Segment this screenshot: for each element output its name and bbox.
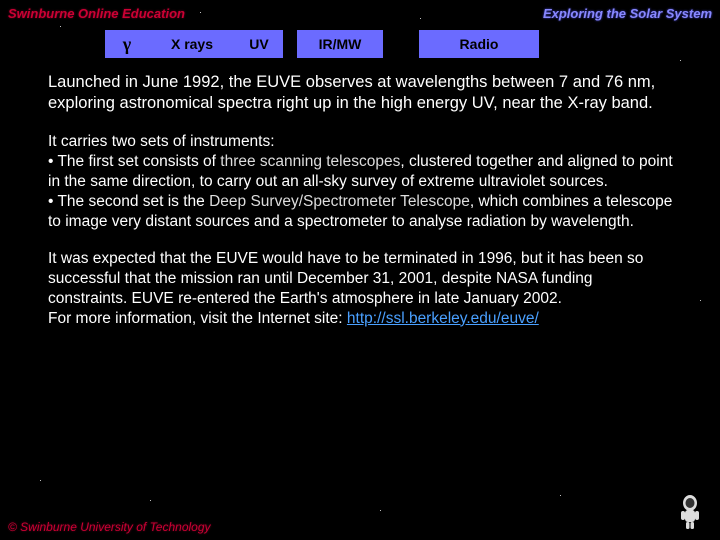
spectrum-radio: Radio <box>419 30 539 58</box>
euve-link[interactable]: http://ssl.berkeley.edu/euve/ <box>347 310 539 327</box>
slide-content: Launched in June 1992, the EUVE observes… <box>48 72 676 329</box>
header-course-title: Exploring the Solar System <box>543 6 712 21</box>
paragraph-intro: Launched in June 1992, the EUVE observes… <box>48 72 676 114</box>
spectrum-uv: UV <box>235 30 283 58</box>
spectrum-gap <box>383 30 419 58</box>
more-info-lead: For more information, visit the Internet… <box>48 310 347 327</box>
paragraph-mission-end: It was expected that the EUVE would have… <box>48 249 676 328</box>
mission-end-text: It was expected that the EUVE would have… <box>48 250 643 307</box>
em-spectrum-bar: γ X rays UV IR/MW Radio <box>105 30 539 58</box>
instruments-lead: It carries two sets of instruments: <box>48 133 275 150</box>
spectrum-irmw: IR/MW <box>297 30 383 58</box>
paragraph-instruments: It carries two sets of instruments: • Th… <box>48 132 676 231</box>
bullet-2a: • The second set is the <box>48 193 209 210</box>
spectrum-gamma: γ <box>105 30 149 58</box>
term-deep-survey: Deep Survey/Spectrometer Telescope <box>209 193 470 210</box>
spectrum-xray: X rays <box>149 30 235 58</box>
astronaut-icon <box>676 494 704 530</box>
bullet-1a: • The first set consists of <box>48 153 220 170</box>
term-scanning-telescopes: three scanning telescopes <box>220 153 400 170</box>
header-institution: Swinburne Online Education <box>8 6 185 21</box>
footer-copyright: © Swinburne University of Technology <box>8 520 211 534</box>
spectrum-visible-gap <box>283 30 297 58</box>
